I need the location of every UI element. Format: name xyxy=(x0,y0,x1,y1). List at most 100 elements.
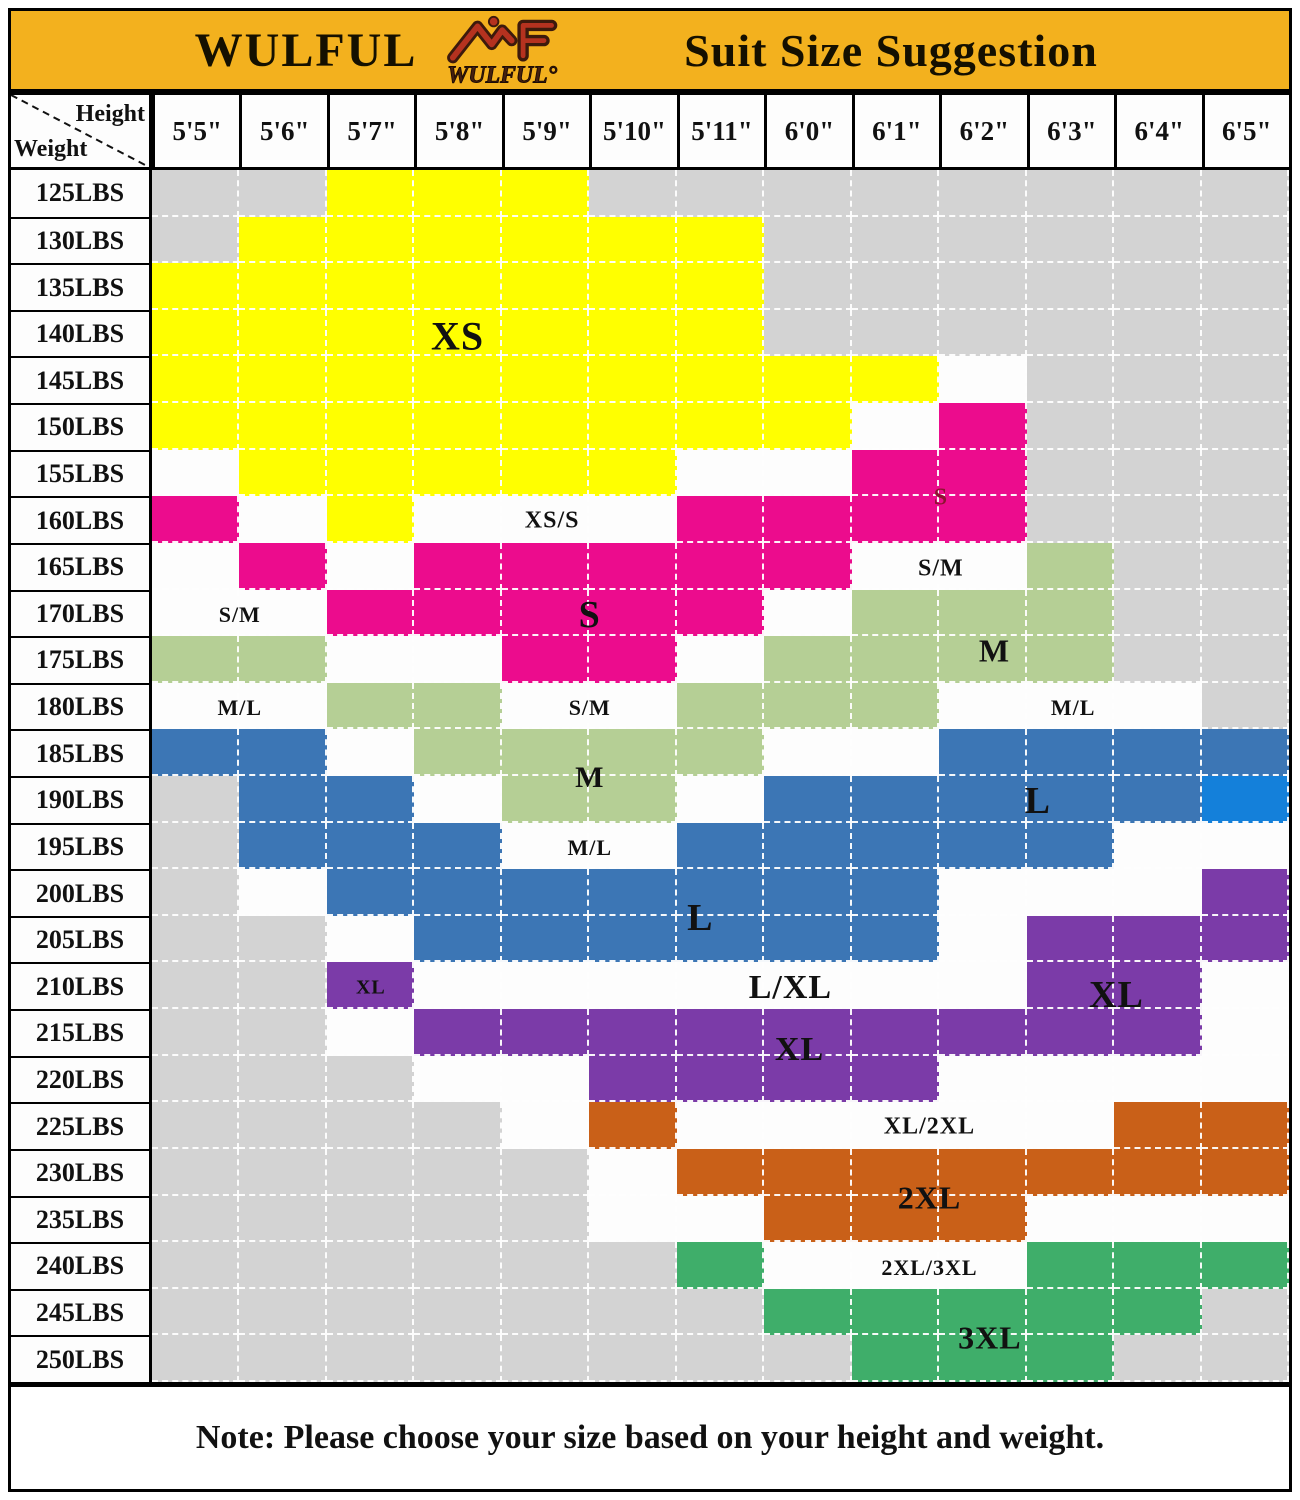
grid-cell xyxy=(152,170,240,217)
grid-cell xyxy=(1201,216,1289,264)
grid-cell xyxy=(414,542,502,590)
column-header-height: 6'5" xyxy=(1201,95,1289,167)
grid-cell xyxy=(851,822,940,870)
grid-cell xyxy=(589,869,677,916)
grid-cell xyxy=(152,1102,240,1149)
grid-cell xyxy=(501,915,590,963)
grid-cell xyxy=(939,449,1027,497)
grid-cell xyxy=(326,869,415,916)
grid-cell xyxy=(1026,682,1115,730)
grid-cell xyxy=(939,542,1027,590)
grid-cell xyxy=(152,962,240,1010)
grid-cell xyxy=(589,1055,677,1103)
grid-cell xyxy=(764,1009,852,1056)
grid-cell xyxy=(239,1102,327,1149)
grid-cell xyxy=(1026,1009,1115,1056)
grid-cell xyxy=(326,636,415,683)
grid-cell xyxy=(676,542,765,590)
grid-cell xyxy=(1114,869,1202,916)
grid-cell xyxy=(939,1242,1027,1289)
grid-cell xyxy=(414,869,502,916)
grid-cell xyxy=(326,216,415,264)
grid-cell xyxy=(501,263,590,310)
grid-cell xyxy=(239,869,327,916)
grid-cell xyxy=(501,1009,590,1056)
grid-cell xyxy=(676,496,765,543)
grid-cell xyxy=(939,1148,1027,1196)
grid-cell xyxy=(764,1288,852,1336)
grid-cell xyxy=(676,636,765,683)
grid-cell xyxy=(764,356,852,404)
grid-cell xyxy=(589,1288,677,1336)
grid-cell xyxy=(1114,729,1202,776)
grid-cell xyxy=(414,1335,502,1382)
axis-corner-cell: Height Weight xyxy=(8,92,152,170)
grid-cell xyxy=(152,915,240,963)
grid-cell xyxy=(501,309,590,357)
grid-cell xyxy=(414,1055,502,1103)
weight-axis-label: Weight xyxy=(14,136,88,162)
row-header-weight: 220LBS xyxy=(11,1055,149,1103)
grid-cell xyxy=(1201,729,1289,776)
grid-cell xyxy=(764,263,852,310)
grid-cell xyxy=(589,775,677,823)
grid-cell xyxy=(1026,170,1115,217)
grid-cell xyxy=(676,682,765,730)
grid-cell xyxy=(764,636,852,683)
row-header-weight: 245LBS xyxy=(11,1288,149,1336)
grid-cell xyxy=(326,449,415,497)
grid-cell xyxy=(676,869,765,916)
grid-cell xyxy=(1201,869,1289,916)
grid-cell xyxy=(851,915,940,963)
grid-cell xyxy=(501,216,590,264)
grid-cell xyxy=(501,1288,590,1336)
row-header-weight: 250LBS xyxy=(11,1335,149,1382)
row-header-weight: 165LBS xyxy=(11,542,149,590)
grid-cell xyxy=(851,869,940,916)
grid-cell xyxy=(326,263,415,310)
grid-cell xyxy=(1201,682,1289,730)
grid-cell xyxy=(764,915,852,963)
row-header-weight: 155LBS xyxy=(11,449,149,497)
grid-cell xyxy=(414,403,502,450)
grid-cell xyxy=(326,1055,415,1103)
grid-cell xyxy=(1114,589,1202,637)
grid-cell xyxy=(676,822,765,870)
grid-cell xyxy=(851,542,940,590)
grid-cell xyxy=(501,682,590,730)
grid-cell xyxy=(1114,263,1202,310)
grid-cell xyxy=(1201,636,1289,683)
weight-label-column: 125LBS 130LBS 135LBS 140LBS 145LBS 150LBS 155L… xyxy=(8,170,152,1385)
grid-cell xyxy=(1201,915,1289,963)
grid-cell xyxy=(1201,1009,1289,1056)
grid-cell xyxy=(1114,915,1202,963)
grid-cell xyxy=(152,869,240,916)
grid-cell xyxy=(1026,1195,1115,1243)
column-header-height: 6'1" xyxy=(851,95,939,167)
grid-cell xyxy=(1026,1242,1115,1289)
grid-cell xyxy=(239,1335,327,1382)
grid-cell xyxy=(1201,356,1289,404)
grid-cell xyxy=(501,449,590,497)
grid-cell xyxy=(152,636,240,683)
grid-cell xyxy=(676,775,765,823)
grid-cell xyxy=(589,822,677,870)
grid-cell xyxy=(1026,869,1115,916)
grid-cell xyxy=(239,356,327,404)
grid-cell xyxy=(764,729,852,776)
grid-cell xyxy=(851,1009,940,1056)
grid-cell xyxy=(764,216,852,264)
row-header-weight: 145LBS xyxy=(11,356,149,403)
grid-cell xyxy=(1114,496,1202,543)
grid-cell xyxy=(1114,1055,1202,1103)
grid-cell xyxy=(414,449,502,497)
grid-cell xyxy=(851,1242,940,1289)
grid-cell xyxy=(1026,1148,1115,1196)
grid-cell xyxy=(326,962,415,1010)
grid-cell xyxy=(326,356,415,404)
grid-cell xyxy=(764,170,852,217)
grid-cell xyxy=(152,1055,240,1103)
column-header-height: 6'4" xyxy=(1114,95,1201,167)
grid-cell xyxy=(501,1102,590,1149)
grid-cell xyxy=(1114,1335,1202,1382)
